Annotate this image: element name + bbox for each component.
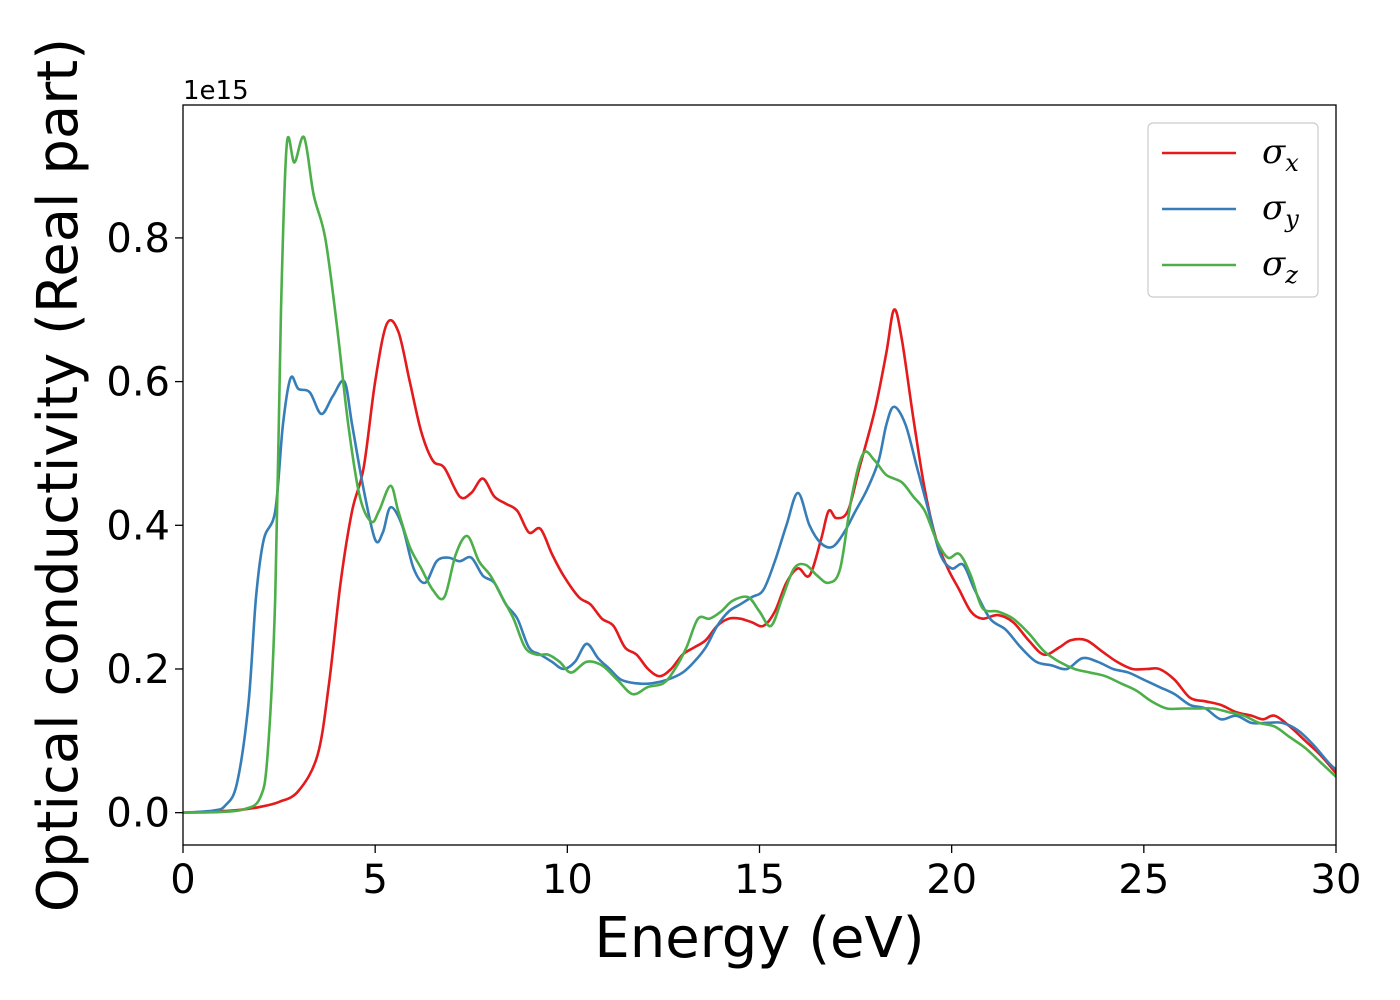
- x-axis: 0 5 10 15 20 25 30: [170, 845, 1361, 903]
- plot-lines: [183, 135, 1336, 814]
- y-axis: 0.0 0.2 0.4 0.6 0.8: [106, 216, 183, 837]
- x-tick-label: 15: [734, 857, 785, 903]
- y-tick-label: 0.0: [106, 791, 170, 837]
- legend-label-sigma-z: σz: [1262, 244, 1298, 289]
- y-axis-label: Optical conductivity (Real part): [26, 38, 91, 912]
- y-tick-label: 0.6: [106, 360, 170, 406]
- series-line-sigma-x: [183, 308, 1336, 814]
- x-tick-label: 0: [170, 857, 195, 903]
- y-tick-label: 0.8: [106, 216, 170, 262]
- y-tick-label: 0.4: [106, 503, 170, 549]
- series-line-sigma-y: [183, 375, 1336, 814]
- x-tick-label: 30: [1311, 857, 1362, 903]
- x-tick-label: 10: [542, 857, 593, 903]
- legend-label-sigma-x: σx: [1262, 132, 1299, 177]
- legend-label-sigma-y: σy: [1262, 188, 1299, 233]
- x-tick-label: 5: [362, 857, 387, 903]
- x-tick-label: 25: [1118, 857, 1169, 903]
- y-offset-label: 1e15: [183, 76, 249, 106]
- legend: σx σy σz: [1147, 122, 1319, 298]
- x-tick-label: 20: [926, 857, 977, 903]
- y-tick-label: 0.2: [106, 647, 170, 693]
- x-axis-label: Energy (eV): [594, 906, 924, 971]
- series-line-sigma-z: [183, 135, 1336, 814]
